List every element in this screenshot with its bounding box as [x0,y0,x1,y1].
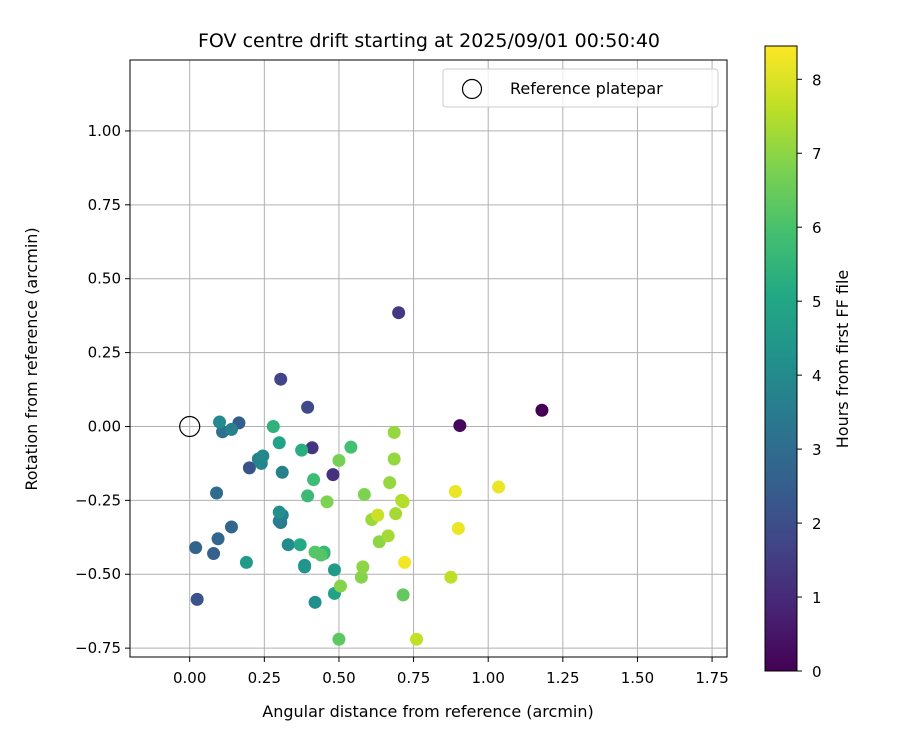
data-point [242,461,256,475]
data-point [453,419,467,433]
legend-box [442,68,719,108]
data-point [356,560,370,574]
data-point [332,632,346,646]
legend-reference-marker [461,78,483,100]
x-tick-label: 1.50 [621,669,654,687]
data-point [272,505,286,519]
y-tick-label: 0.00 [88,417,121,435]
colorbar-tick-label: 5 [812,293,822,311]
data-point [272,436,286,450]
data-point [211,532,225,546]
data-point [210,486,224,500]
data-point [444,570,458,584]
y-tick-label: −0.50 [75,565,121,583]
plot-frame [129,59,728,658]
colorbar-tick-label: 3 [812,441,822,459]
data-point [357,487,371,501]
data-point [295,443,309,457]
data-point [332,453,346,467]
data-point [207,547,221,561]
colorbar-tick-label: 1 [812,589,822,607]
data-point [326,468,340,482]
grid-lines [130,60,727,657]
data-point [344,440,358,454]
data-point [392,306,406,320]
data-point [398,555,412,569]
data-point [293,538,307,552]
data-point [448,484,462,498]
data-point [410,632,424,646]
x-axis-ticks: 0.00 0.25 0.50 0.75 1.00 1.25 1.50 1.75 [173,657,729,687]
plot-area [130,60,727,657]
y-axis-label: Rotation from reference (arcmin) [22,227,41,490]
data-point [396,588,410,602]
data-point [389,507,403,521]
reference-marker-group [179,415,201,438]
data-point [275,465,289,479]
colorbar-tick-label: 0 [812,663,822,681]
data-point [383,476,397,490]
data-point [320,495,334,509]
data-point [274,372,288,386]
data-point [396,495,410,509]
x-tick-label: 0.25 [248,669,281,687]
data-point [371,508,385,522]
data-point [281,538,295,552]
colorbar-tick-label: 2 [812,515,822,533]
colorbar-tick-label: 7 [812,145,822,163]
data-point [189,541,203,555]
colorbar-label: Hours from first FF file [833,270,852,449]
x-tick-label: 0.00 [173,669,206,687]
data-point [387,425,401,439]
data-point [354,570,368,584]
x-tick-label: 1.25 [546,669,579,687]
data-point [381,529,395,543]
y-tick-label: −0.25 [75,491,121,509]
chart-title: FOV centre drift starting at 2025/09/01 … [198,30,660,52]
colorbar: 0 1 2 3 4 5 6 7 8 Hours from first FF file [764,45,852,681]
data-point [301,489,315,503]
data-point [301,400,315,414]
x-tick-label: 0.50 [322,669,355,687]
x-tick-label: 1.75 [695,669,728,687]
y-tick-label: −0.75 [75,639,121,657]
y-tick-label: 0.25 [88,344,121,362]
reference-platepar-marker [179,415,201,438]
data-point [451,521,465,535]
data-point [213,415,227,429]
x-tick-label: 0.75 [397,669,430,687]
data-point [307,473,321,487]
data-point [492,480,506,494]
y-axis-ticks: −0.75 −0.50 −0.25 0.00 0.25 0.50 0.75 1.00 [75,122,130,657]
data-point [298,560,312,574]
data-points [189,306,549,646]
data-point [333,579,347,593]
y-tick-label: 0.75 [88,196,121,214]
data-point [308,595,322,609]
colorbar-ticks: 0 1 2 3 4 5 6 7 8 [797,71,822,681]
y-tick-label: 0.50 [88,270,121,288]
x-axis-label: Angular distance from reference (arcmin) [262,702,593,721]
legend-reference-label: Reference platepar [510,79,663,98]
data-point [190,592,204,606]
colorbar-tick-label: 4 [812,367,822,385]
y-tick-label: 1.00 [88,122,121,140]
legend: Reference platepar [442,68,719,108]
data-point [314,548,328,562]
colorbar-tick-label: 8 [812,71,822,89]
data-point [305,441,319,455]
data-point [387,452,401,466]
data-point [535,403,549,417]
data-point [266,419,280,433]
colorbar-gradient [764,45,798,672]
colorbar-tick-label: 6 [812,219,822,237]
data-point [327,563,341,577]
x-tick-label: 1.00 [471,669,504,687]
data-point [256,449,270,463]
data-point [239,555,253,569]
data-point [224,422,238,436]
data-point [224,520,238,534]
